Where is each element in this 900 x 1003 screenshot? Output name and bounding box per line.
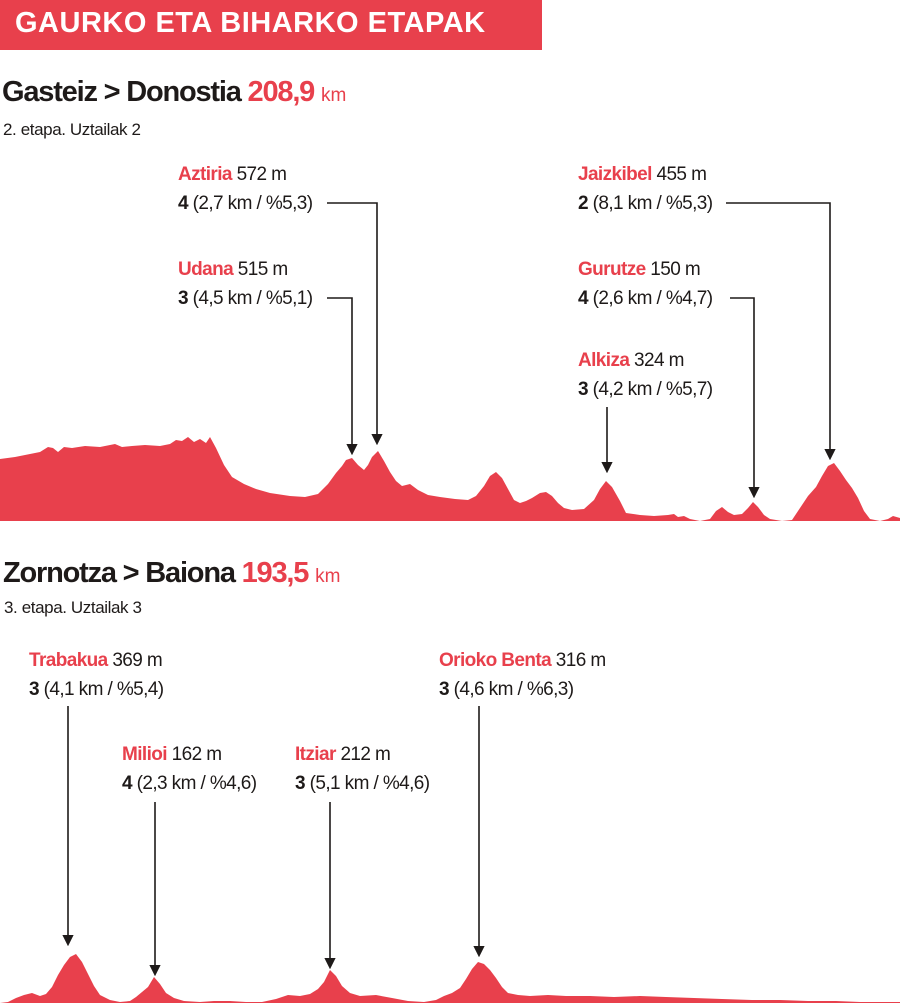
stage3-title: Zornotza > Baiona 193,5 km bbox=[3, 557, 340, 590]
climb-label-orioko-benta: Orioko Benta 316 m 3 (4,6 km / %6,3) bbox=[439, 646, 606, 704]
leader-line-udana bbox=[327, 297, 358, 456]
climb-name: Alkiza bbox=[578, 350, 630, 371]
climb-label-jaizkibel: Jaizkibel 455 m 2 (8,1 km / %5,3) bbox=[578, 160, 713, 218]
climb-altitude: 572 m bbox=[236, 164, 287, 185]
climb-name: Udana bbox=[178, 259, 234, 280]
climb-details: (2,6 km / %4,7) bbox=[592, 288, 713, 309]
stage3-route: Zornotza > Baiona bbox=[3, 557, 236, 589]
climb-category: 2 bbox=[578, 193, 589, 214]
climb-label-itziar: Itziar 212 m 3 (5,1 km / %4,6) bbox=[295, 740, 430, 798]
climb-details: (4,6 km / %6,3) bbox=[453, 679, 574, 700]
stage2-elevation-profile bbox=[0, 437, 900, 521]
climb-category: 3 bbox=[29, 679, 40, 700]
climb-label-milioi: Milioi 162 m 4 (2,3 km / %4,6) bbox=[122, 740, 257, 798]
climb-category: 4 bbox=[578, 288, 589, 309]
climb-details: (4,1 km / %5,4) bbox=[43, 679, 164, 700]
climb-name: Gurutze bbox=[578, 259, 646, 280]
climb-name: Itziar bbox=[295, 744, 336, 765]
climb-altitude: 455 m bbox=[656, 164, 707, 185]
stage3-unit: km bbox=[315, 566, 341, 587]
stage3-subtitle: 3. etapa. Uztailak 3 bbox=[4, 598, 142, 617]
climb-name: Orioko Benta bbox=[439, 650, 552, 671]
climb-category: 4 bbox=[122, 773, 133, 794]
climb-category: 4 bbox=[178, 193, 189, 214]
climb-name: Aztiria bbox=[178, 164, 232, 185]
climb-label-alkiza: Alkiza 324 m 3 (4,2 km / %5,7) bbox=[578, 346, 713, 404]
climb-altitude: 515 m bbox=[237, 259, 288, 280]
stage2-distance: 208,9 bbox=[247, 76, 316, 108]
stage3-distance: 193,5 bbox=[241, 557, 310, 589]
leader-line-aztiria bbox=[327, 202, 383, 446]
climb-details: (4,5 km / %5,1) bbox=[192, 288, 313, 309]
climb-category: 3 bbox=[295, 773, 306, 794]
climb-name: Milioi bbox=[122, 744, 168, 765]
climb-details: (5,1 km / %4,6) bbox=[309, 773, 430, 794]
climb-label-trabakua: Trabakua 369 m 3 (4,1 km / %5,4) bbox=[29, 646, 164, 704]
climb-category: 3 bbox=[178, 288, 189, 309]
climb-altitude: 324 m bbox=[634, 350, 684, 371]
stage2-subtitle: 2. etapa. Uztailak 2 bbox=[3, 120, 141, 139]
climb-altitude: 150 m bbox=[650, 259, 701, 280]
leader-line-jaizkibel bbox=[726, 202, 836, 461]
header-banner: GAURKO ETA BIHARKO ETAPAK bbox=[0, 0, 542, 50]
climb-altitude: 212 m bbox=[340, 744, 391, 765]
climb-label-aztiria: Aztiria 572 m 4 (2,7 km / %5,3) bbox=[178, 160, 313, 218]
stage2-title: Gasteiz > Donostia 208,9 km bbox=[2, 76, 346, 109]
climb-altitude: 316 m bbox=[555, 650, 606, 671]
climb-details: (2,3 km / %4,6) bbox=[136, 773, 257, 794]
climb-label-udana: Udana 515 m 3 (4,5 km / %5,1) bbox=[178, 255, 313, 313]
climb-name: Trabakua bbox=[29, 650, 108, 671]
stage2-route: Gasteiz > Donostia bbox=[2, 76, 242, 108]
climb-details: (4,2 km / %5,7) bbox=[592, 379, 713, 400]
climb-category: 3 bbox=[439, 679, 450, 700]
banner-title: GAURKO ETA BIHARKO ETAPAK bbox=[15, 7, 486, 39]
climb-category: 3 bbox=[578, 379, 589, 400]
stage2-unit: km bbox=[320, 85, 347, 106]
climb-details: (8,1 km / %5,3) bbox=[592, 193, 713, 214]
climb-altitude: 162 m bbox=[171, 744, 222, 765]
stage3-elevation-profile bbox=[0, 954, 900, 1003]
climb-name: Jaizkibel bbox=[578, 164, 652, 185]
climb-details: (2,7 km / %5,3) bbox=[192, 193, 313, 214]
leader-line-gurutze bbox=[730, 297, 760, 499]
climb-altitude: 369 m bbox=[112, 650, 163, 671]
climb-label-gurutze: Gurutze 150 m 4 (2,6 km / %4,7) bbox=[578, 255, 713, 313]
